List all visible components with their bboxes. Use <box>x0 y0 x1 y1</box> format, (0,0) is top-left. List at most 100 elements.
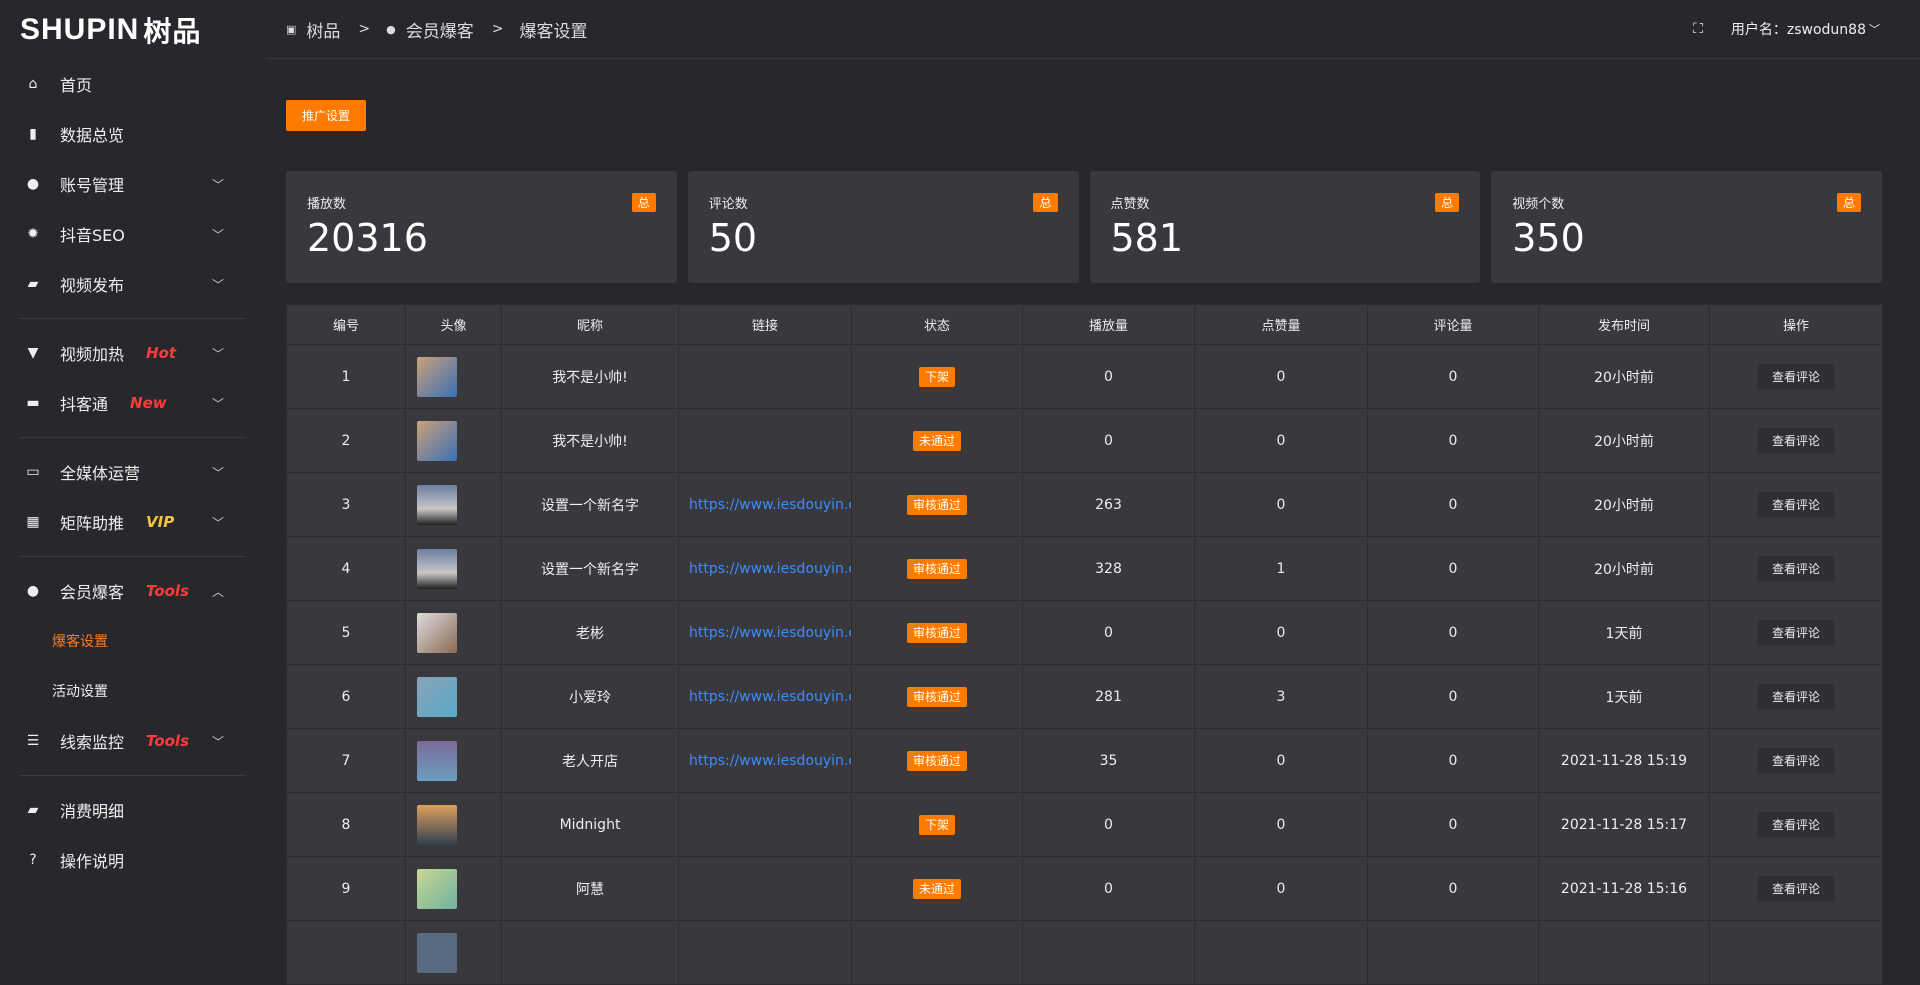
table-row: 8 Midnight 下架 0 0 0 2021-11-28 15:17 查看评论 <box>286 792 1883 857</box>
nickname: 小爱玲 <box>501 664 679 729</box>
cell: 0 <box>1367 408 1539 473</box>
sidebar-subitem[interactable]: 爆客设置 <box>52 634 108 650</box>
sidebar-item-label: 会员爆客 <box>60 583 125 602</box>
question-icon: ? <box>29 852 37 868</box>
chevron-icon: ︿ <box>212 584 225 599</box>
sidebar-item-label: 首页 <box>60 76 93 95</box>
breadcrumb-item[interactable]: 会员爆客 <box>405 21 474 42</box>
gear-icon: ✹ <box>27 226 39 242</box>
table-row: 2 我不是小帅! 未通过 0 0 0 20小时前 查看评论 <box>286 408 1883 473</box>
avatar <box>417 932 457 973</box>
sidebar-item[interactable]: ▮ 数据总览 <box>0 109 266 159</box>
sidebar-item[interactable]: ▰ 消费明细 <box>0 785 266 835</box>
cell: 0 <box>1194 472 1368 537</box>
breadcrumb-current: 爆客设置 <box>519 21 588 42</box>
sidebar-item[interactable]: ▦ 矩阵助推 VIP ﹀ <box>0 497 266 547</box>
row-id: 7 <box>286 728 406 793</box>
sidebar-item[interactable]: ? 操作说明 <box>0 835 266 885</box>
status-badge: 审核通过 <box>906 751 967 771</box>
stat-label: 点赞数 <box>1110 197 1150 212</box>
view-comments-button[interactable]: 查看评论 <box>1756 748 1835 774</box>
video-link[interactable]: https://www.iesdouyin.c <box>678 664 852 729</box>
video-link[interactable]: https://www.iesdouyin.c <box>678 600 852 665</box>
status-badge: 审核通过 <box>906 559 967 579</box>
promo-settings-button[interactable]: 推广设置 <box>286 100 366 131</box>
view-comments-button[interactable]: 查看评论 <box>1756 812 1835 838</box>
total-badge: 总 <box>1033 193 1058 212</box>
sidebar-item[interactable]: ▰ 视频发布 ﹀ <box>0 259 266 309</box>
row-id: 8 <box>286 792 406 857</box>
status-badge: 未通过 <box>912 431 961 451</box>
view-comments-button[interactable]: 查看评论 <box>1756 492 1835 518</box>
column-header: 播放量 <box>1022 304 1195 345</box>
sidebar-item[interactable]: ▭ 全媒体运营 ﹀ <box>0 447 266 497</box>
video-link[interactable]: https://www.iesdouyin.c <box>678 472 852 537</box>
sidebar-item[interactable]: ⌂ 首页 <box>0 59 266 109</box>
user-icon: ● <box>386 22 396 36</box>
cell: 0 <box>1194 792 1368 857</box>
breadcrumb-item[interactable]: 树品 <box>306 21 341 42</box>
home-icon: ▣ <box>286 22 297 36</box>
cell: 2021-11-28 15:16 <box>1538 856 1710 921</box>
sidebar-item[interactable]: ▼ 视频加热 Hot ﹀ <box>0 328 266 378</box>
column-header: 链接 <box>678 304 852 345</box>
sidebar-subitem[interactable]: 活动设置 <box>52 684 108 700</box>
stat-value: 50 <box>708 216 758 260</box>
fullscreen-icon[interactable]: ⛶ <box>1693 21 1703 37</box>
video-link[interactable]: https://www.iesdouyin.c <box>678 536 852 601</box>
cell: 0 <box>1022 408 1195 473</box>
stat-card: 点赞数 581 总 <box>1089 171 1481 283</box>
avatar <box>417 804 457 845</box>
stat-value: 20316 <box>307 216 428 260</box>
cell: 20小时前 <box>1538 408 1710 473</box>
table-row: 9 阿慧 未通过 0 0 0 2021-11-28 15:16 查看评论 <box>286 856 1883 921</box>
sidebar-item[interactable]: ● 会员爆客 Tools ︿ <box>0 566 266 616</box>
chevron-icon: ﹀ <box>212 734 225 749</box>
nickname: 我不是小帅! <box>501 408 679 473</box>
video-link[interactable] <box>678 856 852 921</box>
sidebar-item[interactable]: ✹ 抖音SEO ﹀ <box>0 209 266 259</box>
video-link[interactable] <box>678 792 852 857</box>
nickname: 老彬 <box>501 600 679 665</box>
cell: 0 <box>1367 344 1539 409</box>
stat-value: 581 <box>1110 216 1184 260</box>
row-id: 6 <box>286 664 406 729</box>
cell: 0 <box>1194 856 1368 921</box>
sidebar-item[interactable]: ☰ 线索监控 Tools ﹀ <box>0 716 266 766</box>
breadcrumb-sep: > <box>491 21 504 37</box>
chevron-down-icon[interactable]: ﹀ <box>1869 23 1880 36</box>
cell: 20小时前 <box>1538 472 1710 537</box>
view-comments-button[interactable]: 查看评论 <box>1756 364 1835 390</box>
view-comments-button[interactable]: 查看评论 <box>1756 556 1835 582</box>
video-link[interactable]: https://www.iesdouyin.c <box>678 728 852 793</box>
sidebar-item[interactable]: ▬ 抖客通 New ﹀ <box>0 378 266 428</box>
video-link[interactable] <box>678 408 852 473</box>
breadcrumb: ▣ 树品 > ● 会员爆客 > 爆客设置 <box>266 17 597 42</box>
logo: SHUPIN 树品 <box>0 0 266 59</box>
cell: 3 <box>1194 664 1368 729</box>
cell: 0 <box>1194 600 1368 665</box>
chevron-icon: ﹀ <box>212 177 225 192</box>
cell: 0 <box>1367 536 1539 601</box>
sidebar-item-label: 线索监控 <box>60 733 125 752</box>
sidebar-item-label: 抖客通 <box>60 395 109 414</box>
logo-text: SHUPIN <box>20 12 140 46</box>
sidebar-item[interactable]: ● 账号管理 ﹀ <box>0 159 266 209</box>
view-comments-button[interactable]: 查看评论 <box>1756 428 1835 454</box>
view-comments-button[interactable]: 查看评论 <box>1756 876 1835 902</box>
cell: 2021-11-28 15:17 <box>1538 792 1710 857</box>
cell: 0 <box>1022 600 1195 665</box>
avatar <box>417 484 457 525</box>
column-header: 点赞量 <box>1194 304 1368 345</box>
column-header: 昵称 <box>501 304 679 345</box>
stat-card: 播放数 20316 总 <box>286 171 677 283</box>
view-comments-button[interactable]: 查看评论 <box>1756 620 1835 646</box>
nickname: 我不是小帅! <box>501 344 679 409</box>
video-link[interactable] <box>678 344 852 409</box>
cell: 0 <box>1367 472 1539 537</box>
view-comments-button[interactable]: 查看评论 <box>1756 684 1835 710</box>
data-table: 编号 头像 昵称 链接 状态 播放量 点赞量 评论量 发布时间 操作 1 我不是小帅! 下架 0 0 0 20… <box>286 304 1883 985</box>
nickname: 阿慧 <box>501 856 679 921</box>
user-menu[interactable]: 用户名：zswodun88 <box>1730 22 1866 38</box>
cell: 0 <box>1194 728 1368 793</box>
